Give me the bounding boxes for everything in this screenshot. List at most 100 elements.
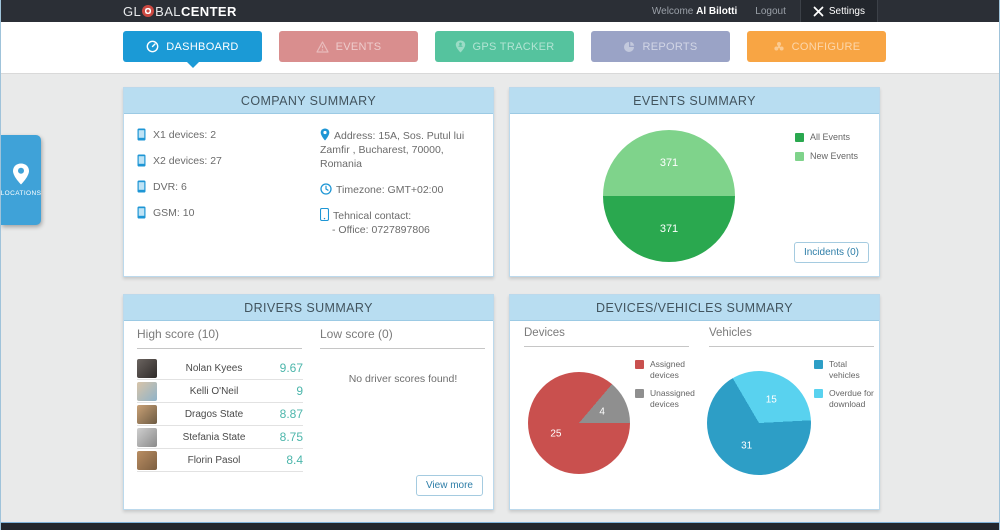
driver-name: Stefania State <box>182 431 246 443</box>
contact-label: Tehnical contact: <box>333 209 412 222</box>
driver-row[interactable]: Dragos State 8.87 <box>137 403 303 426</box>
pie-slice-value: 25 <box>550 428 562 440</box>
gauge-icon <box>146 40 159 53</box>
tab-label: REPORTS <box>642 40 698 53</box>
welcome-label: Welcome <box>651 5 694 17</box>
device-label: X2 devices: <box>153 154 208 167</box>
mobile-device-icon <box>137 206 146 219</box>
legend-item: All Events <box>795 132 865 143</box>
contact-office: - Office: 0727897806 <box>332 223 430 236</box>
driver-row[interactable]: Florin Pasol 8.4 <box>137 449 303 472</box>
low-score-header: Low score (0) <box>320 327 485 349</box>
location-pin-icon <box>13 163 29 185</box>
legend-item: Unassigned devices <box>635 388 707 409</box>
mobile-phone-icon <box>319 207 330 221</box>
devices-pie-chart: 25 4 <box>528 372 630 474</box>
legend-swatch <box>635 360 644 369</box>
legend-swatch <box>635 389 644 399</box>
driver-name: Florin Pasol <box>187 454 241 466</box>
no-scores-message: No driver scores found! <box>348 373 458 385</box>
nav-buttons: DASHBOARD EVENTS GPS TRACKER REPORTS CON… <box>123 31 886 68</box>
device-count-item: DVR: 6 <box>137 180 222 193</box>
tab-gps-tracker[interactable]: GPS TRACKER <box>435 31 574 62</box>
high-score-header: High score (10) <box>137 327 302 349</box>
device-label: X1 devices: <box>153 128 208 141</box>
tab-reports[interactable]: REPORTS <box>591 31 730 62</box>
settings-label: Settings <box>828 5 865 17</box>
avatar <box>137 427 157 447</box>
device-count-item: GSM: 10 <box>137 206 222 219</box>
legend-item: Overdue for download <box>814 388 878 409</box>
legend-swatch <box>814 360 823 369</box>
device-label: GSM: <box>153 206 180 219</box>
device-value: 10 <box>182 206 195 219</box>
top-bar-user-area: Welcome Al Bilotti Logout Settings <box>652 0 878 22</box>
address-row: Address: 15A, Sos. Putul lui Zamfir , Bu… <box>320 128 484 172</box>
driver-score: 9 <box>296 384 303 398</box>
tab-label: GPS TRACKER <box>472 40 555 53</box>
settings-button[interactable]: Settings <box>799 0 878 22</box>
devices-subheader: Devices <box>524 327 689 347</box>
device-value: 6 <box>181 180 187 193</box>
tab-dashboard[interactable]: DASHBOARD <box>123 31 262 68</box>
welcome-text: Welcome Al Bilotti <box>652 6 737 17</box>
legend-item: New Events <box>795 151 865 162</box>
fan-icon <box>774 41 784 50</box>
logo-text-bal: BAL <box>155 3 181 19</box>
app-logo[interactable]: GL BAL CENTER <box>123 0 237 22</box>
device-value: 27 <box>210 154 222 167</box>
target-icon <box>142 5 155 17</box>
panel-title: DRIVERS SUMMARY <box>124 295 493 321</box>
person-pin-icon <box>455 40 465 53</box>
driver-row[interactable]: Stefania State 8.75 <box>137 426 303 449</box>
clock-icon <box>320 182 332 195</box>
driver-row[interactable]: Nolan Kyees 9.67 <box>137 357 303 380</box>
legend-swatch <box>814 389 823 399</box>
locations-label: LOCATIONS <box>0 190 42 197</box>
view-more-button[interactable]: View more <box>415 475 483 496</box>
driver-score: 9.67 <box>279 361 303 375</box>
tab-label: DASHBOARD <box>166 40 239 53</box>
mobile-device-icon <box>137 128 146 141</box>
driver-score: 8.4 <box>286 453 303 467</box>
locations-side-tab[interactable]: LOCATIONS <box>1 135 41 225</box>
legend-label: Total vehicles <box>829 359 860 380</box>
incidents-button[interactable]: Incidents (0) <box>793 242 869 263</box>
driver-row[interactable]: Kelli O'Neil 9 <box>137 380 303 403</box>
legend-label: Unassigned devices <box>650 388 695 409</box>
legend-item: Total vehicles <box>814 359 878 380</box>
company-device-counts: X1 devices: 2 X2 devices: 27 DVR: 6 GSM:… <box>137 128 222 219</box>
pie-slice-value: 371 <box>659 223 679 235</box>
logo-text-center: CENTER <box>180 3 237 19</box>
drivers-summary-panel: DRIVERS SUMMARY High score (10) Low scor… <box>123 294 494 510</box>
logout-link[interactable]: Logout <box>755 5 786 17</box>
tab-configure[interactable]: CONFIGURE <box>747 31 886 62</box>
events-pie-chart: 371 371 <box>603 130 735 262</box>
device-label: DVR: <box>153 180 179 193</box>
top-bar: GL BAL CENTER Welcome Al Bilotti Logout Se… <box>1 0 999 22</box>
main-nav: DASHBOARD EVENTS GPS TRACKER REPORTS CON… <box>1 22 999 74</box>
legend-label: All Events <box>810 132 851 142</box>
legend-label: Assigned devices <box>650 359 685 380</box>
timezone-text: Timezone: GMT+02:00 <box>336 183 444 196</box>
mobile-device-icon <box>137 154 146 167</box>
avatar <box>137 404 157 424</box>
username: Al Bilotti <box>696 5 738 17</box>
events-summary-panel: EVENTS SUMMARY 371 371 All Events New Even… <box>509 87 880 277</box>
devices-vehicles-summary-panel: DEVICES/VEHICLES SUMMARY Devices Vehicle… <box>509 294 880 510</box>
vehicles-subheader: Vehicles <box>709 327 874 347</box>
vehicles-pie-chart: 31 15 <box>707 371 811 475</box>
events-legend: All Events New Events <box>795 132 865 171</box>
tab-events[interactable]: EVENTS <box>279 31 418 62</box>
pie-chart-icon <box>624 41 635 52</box>
device-value: 2 <box>210 128 217 141</box>
logo-text-gl: GL <box>123 3 142 19</box>
tab-label: CONFIGURE <box>791 40 861 53</box>
avatar <box>137 450 157 470</box>
timezone-row: Timezone: GMT+02:00 <box>320 182 484 197</box>
device-count-item: X1 devices: 2 <box>137 128 222 141</box>
footer-bar <box>1 522 999 530</box>
high-score-list: Nolan Kyees 9.67 Kelli O'Neil 9 Dragos State… <box>137 357 303 472</box>
company-contact-info: Address: 15A, Sos. Putul lui Zamfir , Bu… <box>319 128 484 237</box>
